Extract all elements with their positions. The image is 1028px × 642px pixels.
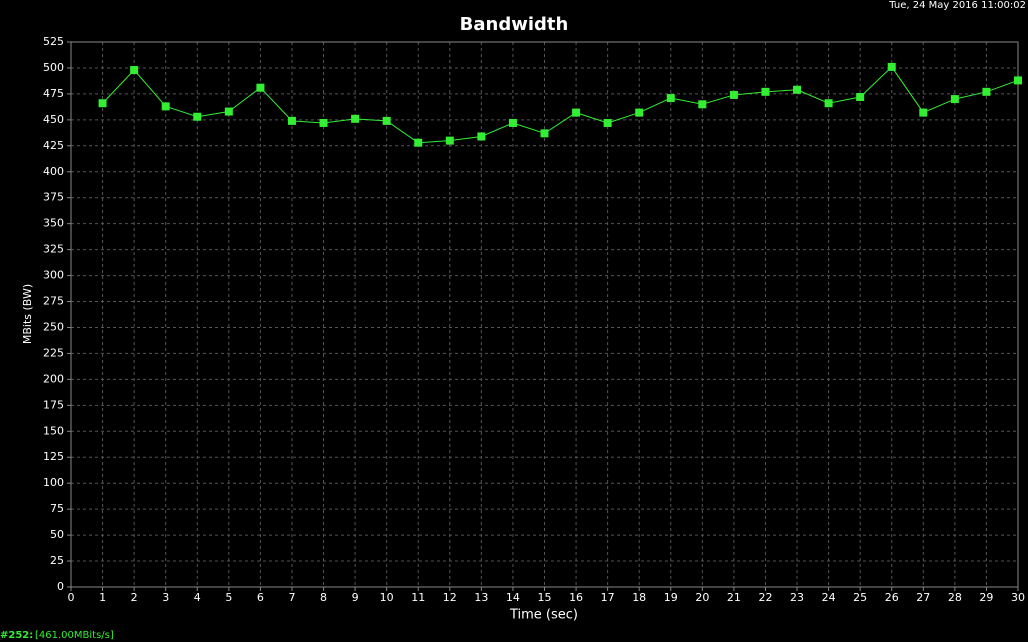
- footer-id: #252:: [0, 630, 33, 641]
- data-point: [477, 132, 486, 141]
- data-point: [98, 99, 107, 108]
- x-tick-label: 2: [131, 591, 138, 604]
- x-tick-label: 28: [948, 591, 962, 604]
- x-tick-label: 16: [569, 591, 583, 604]
- y-tick-label: 350: [43, 217, 64, 230]
- x-tick-label: 4: [194, 591, 201, 604]
- data-point: [635, 108, 644, 117]
- x-tick-label: 13: [474, 591, 488, 604]
- y-tick-label: 225: [43, 346, 64, 359]
- x-tick-label: 7: [288, 591, 295, 604]
- x-axis-label: Time (sec): [509, 608, 578, 623]
- chart-title: Bandwidth: [460, 14, 569, 35]
- y-tick-label: 125: [43, 450, 64, 463]
- y-tick-label: 175: [43, 398, 64, 411]
- x-tick-label: 9: [352, 591, 359, 604]
- data-point: [572, 108, 581, 117]
- data-point: [824, 99, 833, 108]
- y-tick-label: 100: [43, 476, 64, 489]
- y-tick-label: 150: [43, 424, 64, 437]
- data-point: [319, 118, 328, 127]
- data-point: [887, 62, 896, 71]
- data-point: [603, 118, 612, 127]
- x-tick-label: 26: [885, 591, 899, 604]
- y-tick-label: 450: [43, 113, 64, 126]
- y-tick-label: 75: [50, 502, 64, 515]
- data-point: [130, 66, 139, 75]
- x-tick-label: 5: [225, 591, 232, 604]
- x-tick-label: 15: [538, 591, 552, 604]
- data-point: [761, 87, 770, 96]
- data-point: [919, 108, 928, 117]
- y-tick-label: 300: [43, 269, 64, 282]
- x-tick-label: 14: [506, 591, 520, 604]
- y-axis-label: MBits (BW): [21, 284, 34, 344]
- data-point: [856, 93, 865, 102]
- data-point: [508, 118, 517, 127]
- x-tick-label: 30: [1011, 591, 1025, 604]
- data-point: [414, 138, 423, 147]
- data-point: [982, 87, 991, 96]
- data-point: [666, 94, 675, 103]
- data-point: [256, 83, 265, 92]
- x-tick-label: 18: [632, 591, 646, 604]
- x-tick-label: 27: [916, 591, 930, 604]
- data-point: [729, 90, 738, 99]
- data-point: [445, 136, 454, 145]
- x-tick-label: 20: [695, 591, 709, 604]
- x-tick-label: 19: [664, 591, 678, 604]
- x-tick-label: 0: [68, 591, 75, 604]
- timestamp: Tue, 24 May 2016 11:00:02: [888, 0, 1026, 11]
- y-tick-label: 200: [43, 372, 64, 385]
- data-point: [793, 85, 802, 94]
- data-point: [161, 102, 170, 111]
- y-tick-label: 525: [43, 35, 64, 48]
- x-tick-label: 29: [979, 591, 993, 604]
- y-tick-label: 25: [50, 554, 64, 567]
- plot-border: [70, 41, 1019, 588]
- y-tick-label: 250: [43, 320, 64, 333]
- data-point: [540, 129, 549, 138]
- y-tick-label: 425: [43, 139, 64, 152]
- y-tick-label: 0: [57, 580, 64, 593]
- x-tick-label: 23: [790, 591, 804, 604]
- data-point: [382, 116, 391, 125]
- series-line: [102, 66, 1019, 144]
- x-tick-label: 21: [727, 591, 741, 604]
- data-point: [193, 112, 202, 121]
- x-tick-label: 1: [99, 591, 106, 604]
- data-point: [698, 100, 707, 109]
- data-point: [224, 107, 233, 116]
- data-point: [351, 114, 360, 123]
- x-tick-label: 11: [411, 591, 425, 604]
- y-tick-label: 500: [43, 61, 64, 74]
- y-tick-label: 375: [43, 191, 64, 204]
- data-point: [950, 95, 959, 104]
- x-tick-label: 12: [443, 591, 457, 604]
- y-tick-label: 50: [50, 528, 64, 541]
- footer-status: [461.00MBits/s]: [35, 630, 114, 641]
- x-tick-label: 8: [320, 591, 327, 604]
- y-tick-label: 400: [43, 165, 64, 178]
- data-point: [287, 116, 296, 125]
- y-tick-label: 475: [43, 87, 64, 100]
- y-tick-label: 275: [43, 295, 64, 308]
- y-tick-label: 325: [43, 243, 64, 256]
- x-tick-label: 3: [162, 591, 169, 604]
- x-tick-label: 24: [822, 591, 836, 604]
- data-point: [1014, 76, 1022, 85]
- x-tick-label: 25: [853, 591, 867, 604]
- x-tick-label: 10: [380, 591, 394, 604]
- x-tick-label: 6: [257, 591, 264, 604]
- x-tick-label: 17: [601, 591, 615, 604]
- x-tick-label: 22: [758, 591, 772, 604]
